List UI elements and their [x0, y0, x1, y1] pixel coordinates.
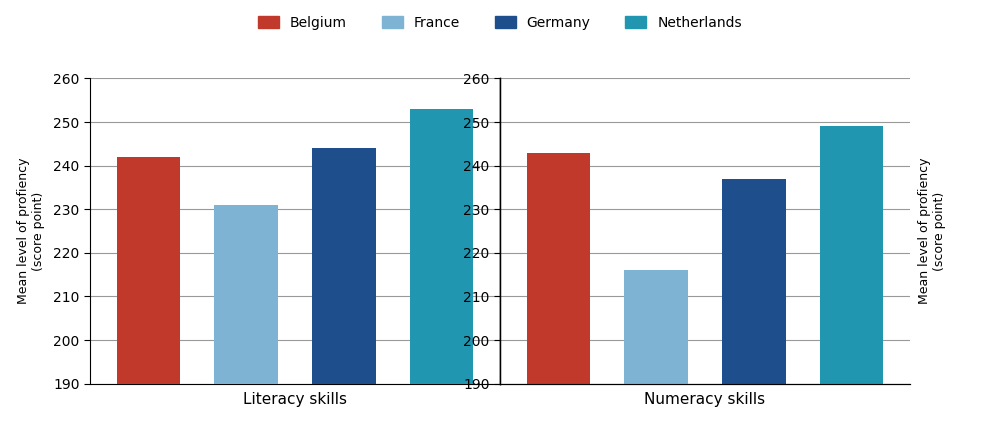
Bar [117, 157, 180, 384]
X-axis label: Literacy skills: Literacy skills [243, 392, 347, 407]
Bar [214, 205, 278, 384]
Y-axis label: Mean level of profiency
(score point): Mean level of profiency (score point) [918, 158, 946, 304]
Bar [527, 153, 590, 384]
Bar [312, 148, 376, 384]
X-axis label: Numeracy skills: Numeracy skills [644, 392, 766, 407]
Y-axis label: Mean level of profiency
(score point): Mean level of profiency (score point) [17, 158, 45, 304]
Bar [820, 126, 883, 384]
Bar [722, 179, 786, 384]
Bar [624, 270, 688, 384]
Bar [410, 109, 473, 384]
Legend: Belgium, France, Germany, Netherlands: Belgium, France, Germany, Netherlands [258, 16, 742, 30]
